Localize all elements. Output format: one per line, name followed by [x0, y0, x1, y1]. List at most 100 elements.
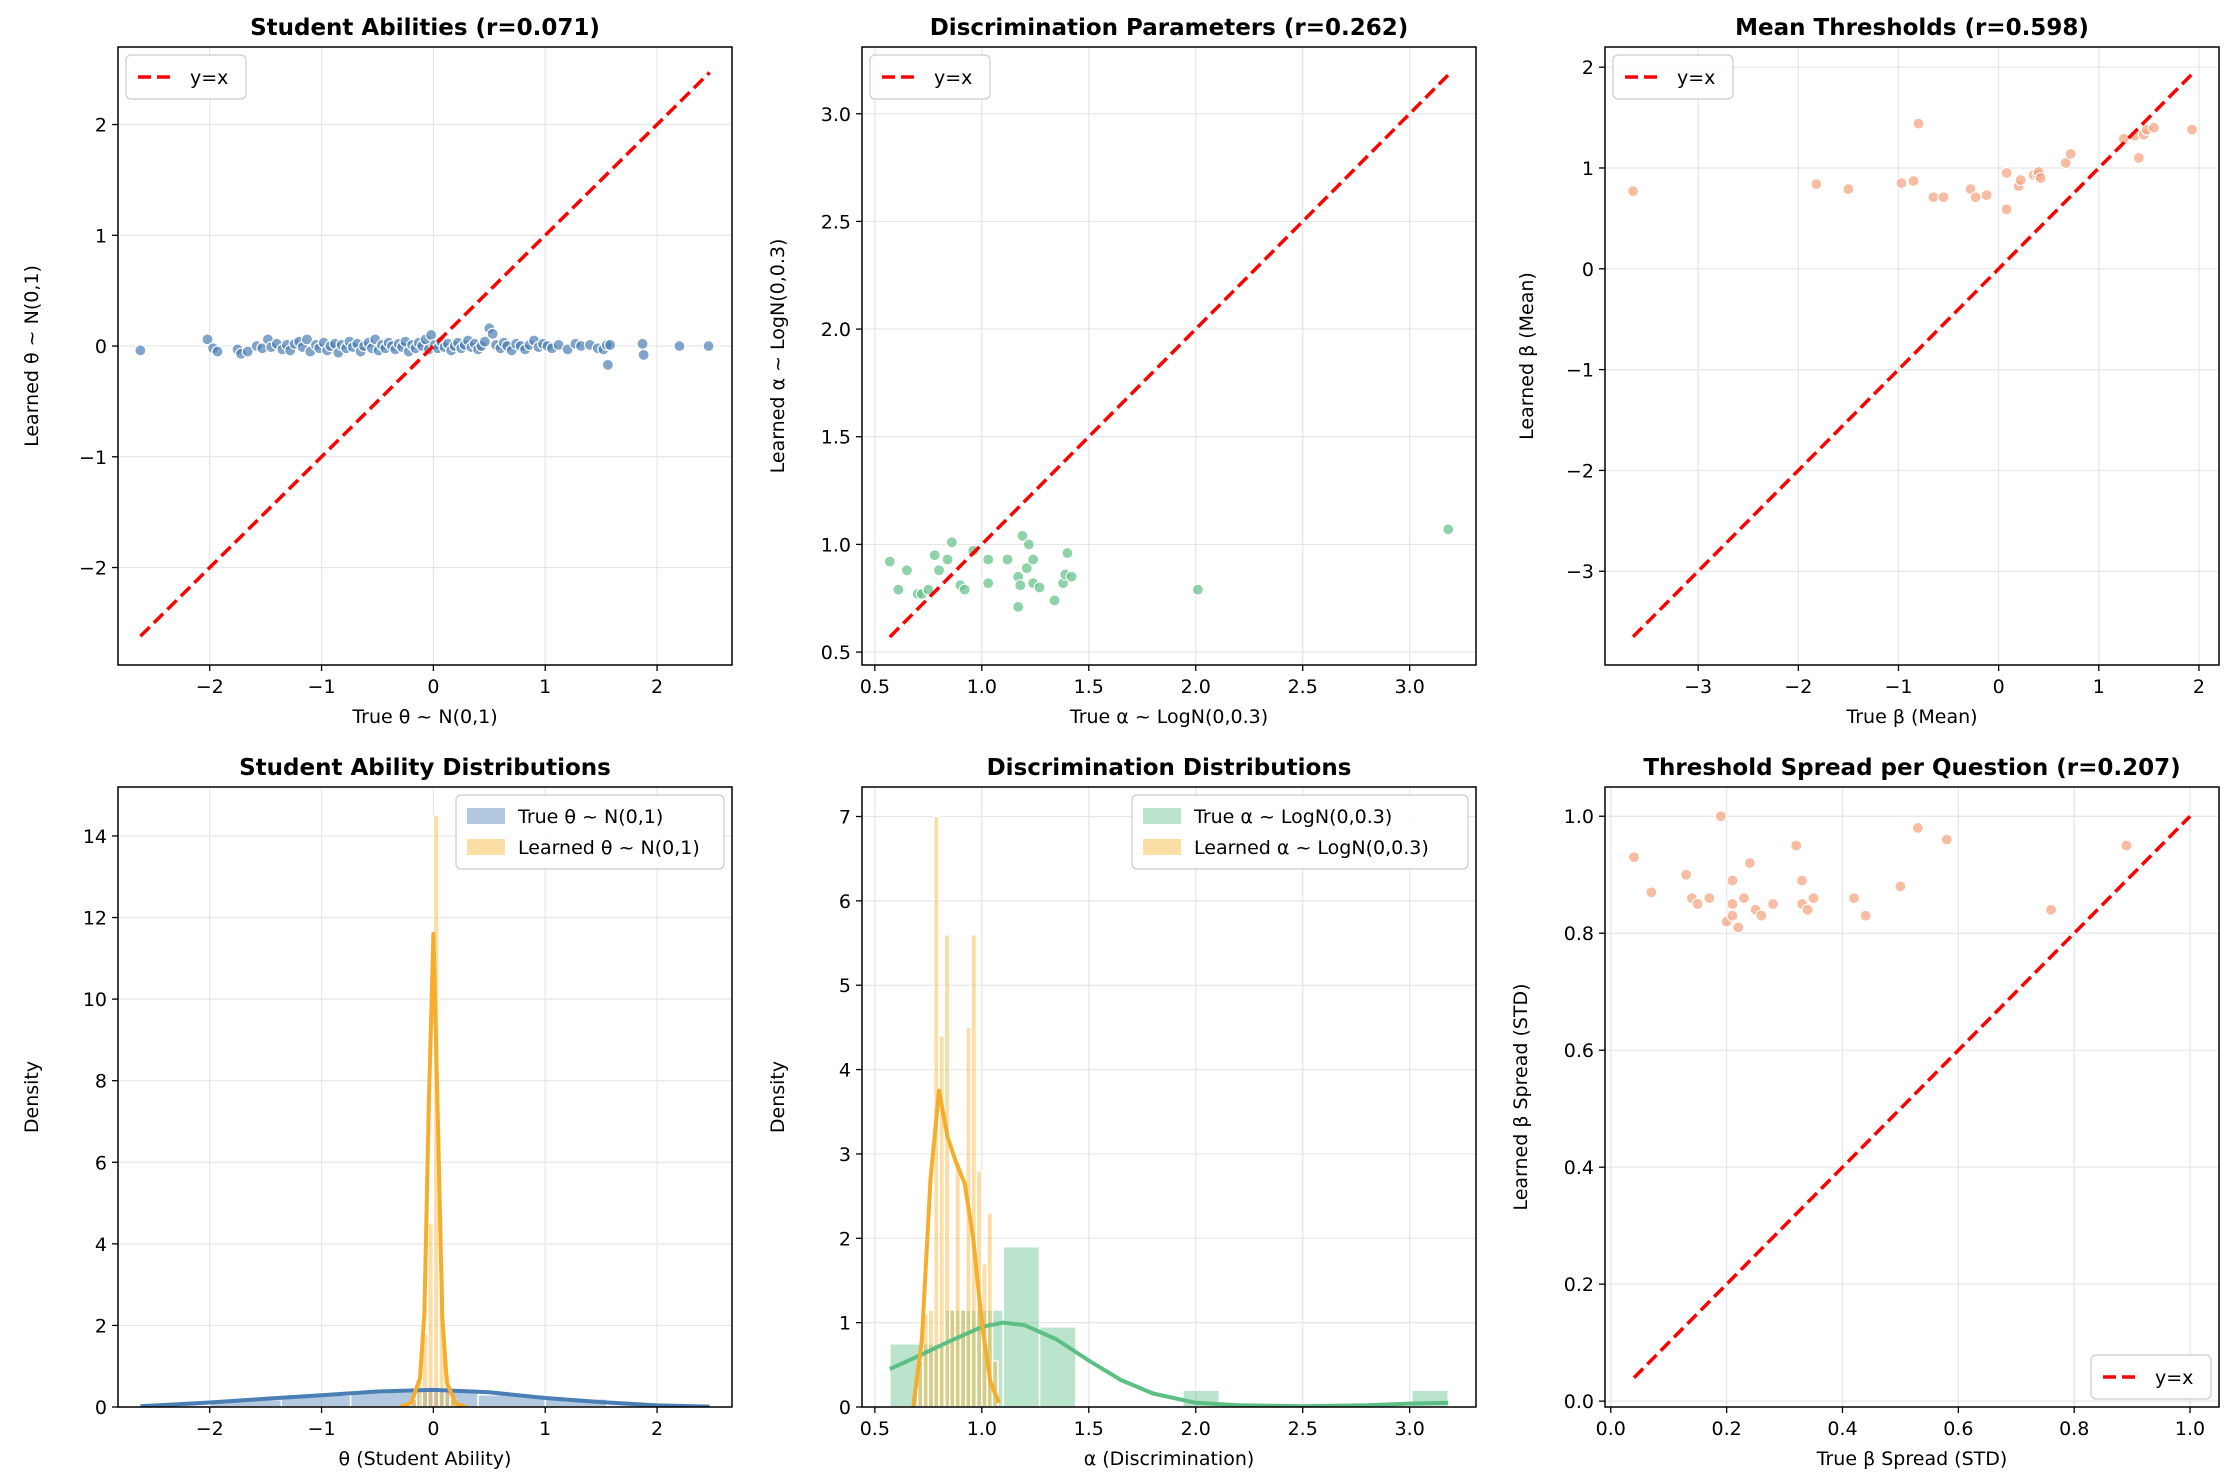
y-axis-label: Density [767, 1061, 789, 1133]
y-tick-label: 14 [83, 826, 107, 848]
scatter-point [1627, 851, 1641, 864]
y-tick-label: 2.5 [821, 211, 851, 233]
axes-frame [117, 786, 733, 1408]
axes-frame [1604, 786, 2220, 1408]
x-tick-label: −2 [196, 676, 224, 698]
scatter-point [1726, 874, 1739, 887]
x-tick-label: 0.8 [2059, 1418, 2089, 1440]
scatter-point [601, 358, 614, 371]
histogram-0 [139, 1388, 711, 1407]
x-tick-label: 1.0 [2175, 1418, 2205, 1440]
x-axis-label: True α ~ LogN(0,0.3) [1069, 706, 1268, 728]
legend-swatch [467, 839, 505, 855]
y-tick-label: 8 [95, 1071, 107, 1093]
x-tick-label: 1.0 [967, 1418, 997, 1440]
scatter-point [702, 339, 715, 353]
y-tick-label: 6 [95, 1152, 107, 1174]
identity-line [1631, 70, 2196, 639]
y-tick-label: 4 [839, 1060, 851, 1082]
scatter-point [1027, 553, 1040, 566]
legend: y=x [2090, 1354, 2212, 1400]
histogram-bar [1002, 1245, 1041, 1407]
x-tick-label: 1.5 [1074, 676, 1104, 698]
scatter-point [1012, 600, 1025, 613]
x-tick-label: 2.0 [1181, 676, 1211, 698]
y-tick-label: 6 [839, 891, 851, 913]
scatter-point [1969, 191, 1982, 204]
panel-p1: −2 −1 0 1 2 −2 −1 0 1 2 Student Abilities (r=0.071… [21, 15, 733, 728]
scatter-point [1911, 821, 1924, 835]
legend-label: Learned α ~ LogN(0,0.3) [1194, 837, 1429, 859]
x-tick-label: 3.0 [1395, 1418, 1425, 1440]
kde-line-0 [888, 1320, 1449, 1407]
plot-area [134, 71, 715, 638]
y-axis-label: Learned α ~ LogN(0,0.3) [767, 239, 789, 474]
x-tick-label: 2 [651, 676, 663, 698]
scatter-point [201, 333, 214, 346]
y-axis-label: Density [21, 1061, 43, 1133]
x-tick-label: −1 [1884, 676, 1912, 698]
scatter-point [2147, 121, 2160, 134]
grid [118, 47, 732, 665]
x-tick-label: 0.6 [1943, 1418, 1973, 1440]
scatter-point [1442, 523, 1455, 536]
scatter-point [2034, 171, 2047, 185]
histogram-bar [943, 933, 951, 1407]
scatter-point [1980, 189, 1993, 202]
y-tick-label: 0.2 [1564, 1274, 1594, 1296]
y-axis-label: Learned β Spread (STD) [1510, 983, 1532, 1210]
scatter-point [2000, 166, 2013, 180]
panel-p3: −3 −2 −1 0 1 2 −3 −2 −1 0 1 2 Mean Thresholds (r=0.5… [1516, 15, 2220, 728]
scatter-point [945, 536, 958, 549]
histogram-bar [927, 1309, 935, 1407]
x-tick-label: 0 [427, 1418, 439, 1440]
legend-box [2090, 1354, 2212, 1400]
scatter-point [2120, 839, 2133, 852]
panel-p2: 0.5 1.0 1.5 2.0 2.5 3.0 0.5 1.0 1.5 2.0 2.5 3.0 Disc… [767, 15, 1477, 728]
x-tick-label: 2.5 [1288, 1418, 1318, 1440]
scatter-point [2185, 123, 2199, 136]
identity-line [888, 73, 1450, 639]
scatter-point [982, 553, 995, 566]
x-tick-label: 1 [539, 1418, 551, 1440]
legend-label: y=x [2155, 1367, 2193, 1389]
scatter-point [1807, 892, 1820, 905]
scatter-point [900, 564, 914, 577]
scatter-points [883, 523, 1455, 613]
y-tick-label: −1 [1566, 360, 1594, 382]
scatter-point [1703, 892, 1716, 905]
legend-box [869, 54, 991, 100]
scatter-point [1022, 538, 1035, 551]
y-tick-label: 7 [839, 807, 851, 829]
legend-swatch [1143, 839, 1181, 855]
legend-label: y=x [934, 67, 972, 89]
scatter-point [1766, 897, 1780, 911]
scatter-point [637, 348, 650, 361]
legend: y=x [869, 54, 991, 100]
histogram-bar [986, 1212, 994, 1407]
x-tick-label: 3.0 [1395, 676, 1425, 698]
scatter-point [636, 337, 649, 350]
identity-line [1632, 815, 2192, 1379]
x-tick-label: 1.0 [967, 676, 997, 698]
legend-box [125, 54, 247, 100]
y-axis-label: Learned θ ~ N(0,1) [21, 265, 43, 447]
y-tick-label: 1 [839, 1313, 851, 1335]
x-tick-label: 2 [2193, 676, 2205, 698]
panel-p6: 0.0 0.2 0.4 0.6 0.8 1.0 0.0 0.2 0.4 0.6 0.8 1.0 Thre… [1510, 755, 2220, 1470]
scatter-point [1859, 909, 1872, 922]
histogram-1 [916, 815, 999, 1407]
scatter-point [2059, 156, 2072, 170]
scatter-point [1795, 874, 1809, 887]
x-axis-label: True θ ~ N(0,1) [351, 706, 497, 728]
scatter-point [883, 555, 896, 568]
plot-area [883, 73, 1455, 639]
scatter-point [1626, 185, 1640, 198]
scatter-point [1191, 583, 1204, 596]
scatter-point [1801, 903, 1814, 916]
y-tick-label: 1.0 [1564, 806, 1594, 828]
x-tick-label: 0 [1993, 676, 2005, 698]
y-tick-label: 1 [95, 225, 107, 247]
scatter-point [425, 328, 438, 342]
